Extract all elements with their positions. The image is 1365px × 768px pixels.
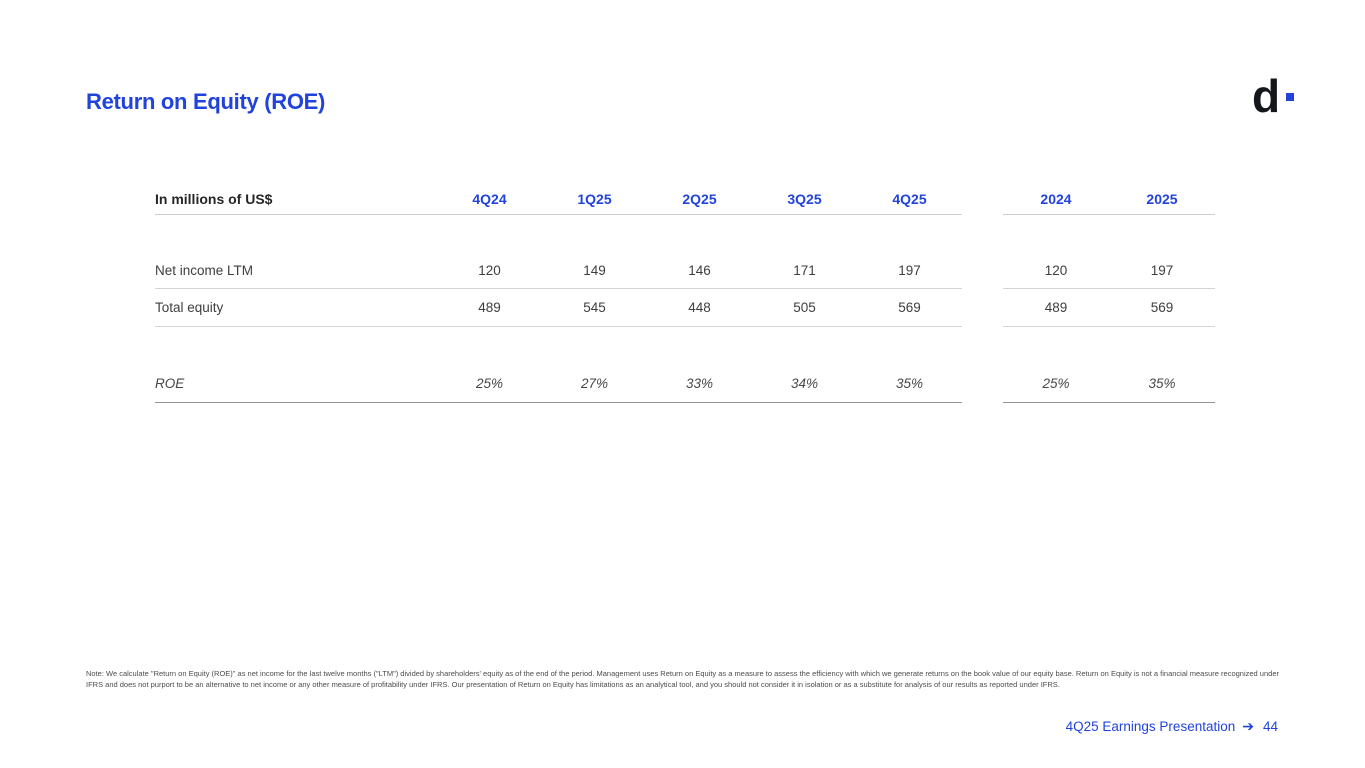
table-cell: 120 <box>1044 262 1068 278</box>
table-row-net-income: Net income LTM 120 149 146 171 197 <box>155 252 962 289</box>
table-cell: 197 <box>898 262 921 278</box>
spacer-row <box>1003 327 1215 365</box>
page-title: Return on Equity (ROE) <box>86 89 326 114</box>
column-header-1q25: 1Q25 <box>577 190 612 207</box>
table-cell: 25% <box>1042 376 1070 391</box>
spacer-row <box>155 215 962 252</box>
table-cell: 197 <box>1150 262 1174 278</box>
logo-letter: d <box>1252 70 1281 122</box>
row-label: Total equity <box>155 300 224 315</box>
quarterly-table: In millions of US$ 4Q24 1Q25 2Q25 3Q25 4… <box>155 183 962 403</box>
column-header-4q24: 4Q24 <box>472 190 507 207</box>
logo-dot-icon <box>1286 93 1295 101</box>
table-cell: 35% <box>895 376 924 391</box>
yearly-table: 2024 2025 120 197 489 569 25% 35% <box>1003 183 1215 403</box>
column-header-3q25: 3Q25 <box>787 190 822 207</box>
row-label: ROE <box>155 376 185 391</box>
table-row-total-equity: 489 569 <box>1003 289 1215 327</box>
unit-label: In millions of US$ <box>155 190 273 207</box>
table-cell: 489 <box>1044 300 1068 315</box>
table-cell: 146 <box>688 262 711 278</box>
arrow-right-icon: ➔ <box>1242 718 1254 734</box>
table-cell: 149 <box>583 262 606 278</box>
table-cell: 448 <box>688 300 711 315</box>
table-cell: 569 <box>898 300 921 315</box>
spacer-row <box>1003 215 1215 252</box>
row-label: Net income LTM <box>155 262 254 278</box>
column-header-2q25: 2Q25 <box>682 190 717 207</box>
table-cell: 545 <box>583 300 606 315</box>
table-cell: 171 <box>793 262 816 278</box>
table-row-net-income: 120 197 <box>1003 252 1215 289</box>
table-row-total-equity: Total equity 489 545 448 505 569 <box>155 289 962 327</box>
table-cell: 489 <box>478 300 501 315</box>
column-header-4q25: 4Q25 <box>892 190 927 207</box>
column-header-2025: 2025 <box>1146 190 1178 207</box>
table-cell: 25% <box>475 376 504 391</box>
footer-label: 4Q25 Earnings Presentation <box>1065 719 1236 734</box>
dlocal-logo: d <box>1252 70 1295 122</box>
table-cell: 34% <box>790 376 819 391</box>
spacer-row <box>155 327 962 365</box>
footer: 4Q25 Earnings Presentation ➔ 44 <box>1066 718 1278 735</box>
table-row-roe: 25% 35% <box>1003 365 1215 403</box>
table-header-row: 2024 2025 <box>1003 183 1215 215</box>
table-cell: 35% <box>1148 376 1176 391</box>
table-cell: 569 <box>1150 300 1174 315</box>
table-header-row: In millions of US$ 4Q24 1Q25 2Q25 3Q25 4… <box>155 183 962 215</box>
table-row-roe: ROE 25% 27% 33% 34% 35% <box>155 365 962 403</box>
table-cell: 120 <box>478 262 501 278</box>
page-number: 44 <box>1262 719 1278 734</box>
table-cell: 27% <box>580 376 609 391</box>
table-cell: 33% <box>685 376 714 391</box>
table-cell: 505 <box>793 300 816 315</box>
column-header-2024: 2024 <box>1040 190 1072 207</box>
footnote: Note: We calculate "Return on Equity (RO… <box>86 669 1279 689</box>
